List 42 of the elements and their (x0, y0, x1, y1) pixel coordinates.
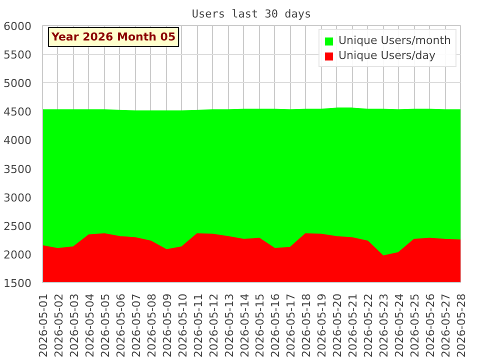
y-tick-label: 2000 (4, 248, 32, 262)
chart-title: Users last 30 days (192, 8, 312, 20)
x-tick-label: 2026-05-05 (98, 293, 112, 358)
x-tick-label: 2026-05-20 (331, 293, 344, 358)
x-tick-label: 2026-05-14 (238, 293, 252, 358)
x-tick-label: 2026-05-15 (254, 293, 267, 358)
x-tick-label: 2026-05-19 (316, 293, 329, 358)
x-tick-label: 2026-05-27 (440, 293, 453, 358)
x-tick-label: 2026-05-10 (176, 293, 190, 358)
x-tick-label: 2026-05-17 (284, 293, 298, 358)
y-tick-label: 2500 (4, 220, 32, 233)
x-tick-label: 2026-05-04 (83, 293, 96, 358)
y-tick-label: 3000 (4, 191, 32, 204)
x-tick-label: 2026-05-03 (68, 293, 81, 358)
x-tick-label: 2026-05-06 (114, 293, 128, 358)
y-tick-label: 5000 (4, 77, 32, 90)
x-tick-label: 2026-05-16 (269, 293, 282, 358)
x-tick-label: 2026-05-09 (160, 293, 174, 358)
y-tick-label: 4000 (4, 134, 32, 148)
y-tick-label: 3500 (4, 162, 32, 176)
x-tick-label: 2026-05-21 (346, 293, 360, 358)
annotation: Year 2026 Month 05 (50, 30, 176, 44)
x-tick-label: 2026-05-28 (455, 293, 468, 358)
x-tick-label: 2026-05-24 (393, 293, 406, 358)
y-tick-label: 5500 (4, 48, 32, 62)
x-tick-label: 2026-05-13 (222, 293, 236, 358)
x-tick-label: 2026-05-23 (378, 293, 391, 358)
x-tick-label: 2026-05-11 (192, 293, 205, 358)
y-tick-label: 6000 (4, 20, 32, 33)
x-tick-label: 2026-05-02 (52, 293, 66, 358)
x-tick-label: 2026-05-18 (300, 293, 314, 358)
legend-label: Unique Users/month (338, 34, 451, 47)
x-tick-label: 2026-05-12 (207, 293, 220, 358)
y-tick-label: 1500 (4, 277, 32, 290)
x-tick-label: 2026-05-08 (145, 293, 158, 358)
x-tick-label: 2026-05-01 (37, 293, 50, 358)
x-tick-label: 2026-05-25 (408, 293, 422, 358)
x-tick-label: 2026-05-07 (130, 293, 143, 358)
x-tick-label: 2026-05-26 (424, 293, 438, 358)
x-tick-label: 2026-05-22 (362, 293, 376, 358)
legend-label: Unique Users/day (338, 49, 436, 62)
y-tick-label: 4500 (4, 106, 32, 119)
